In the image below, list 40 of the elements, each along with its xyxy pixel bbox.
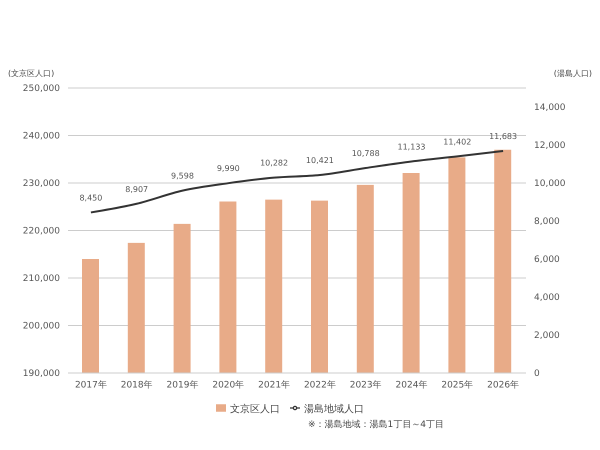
x-tick-label: 2024年 bbox=[396, 379, 428, 390]
text: ※：湯島地域：湯島1丁目～4丁目 bbox=[308, 418, 445, 431]
data-label: 10,788 bbox=[352, 149, 380, 158]
data-label: 11,683 bbox=[489, 132, 518, 142]
x-tick-label: 2020年 bbox=[212, 379, 244, 390]
data-label: 11,133 bbox=[398, 142, 426, 152]
data-label: 11,402 bbox=[443, 137, 472, 146]
x-tick-label: 2025年 bbox=[441, 379, 474, 390]
legend-label: 湯島地域人口 bbox=[304, 404, 364, 415]
y-tick-label: 250,000 bbox=[22, 84, 60, 94]
data-label: 9,990 bbox=[216, 164, 240, 174]
y2-axis-title: (湯島人口) bbox=[554, 68, 592, 79]
data-label: 8,450 bbox=[79, 193, 102, 202]
y2-tick-label: 14,000 bbox=[534, 103, 566, 114]
y2-tick-label: 10,000 bbox=[534, 179, 566, 190]
x-tick-label: 2021年 bbox=[258, 379, 290, 390]
y2-tick-label: 4,000 bbox=[534, 293, 560, 304]
x-tick-label: 2026年 bbox=[487, 379, 520, 390]
y2-tick-label: 12,000 bbox=[534, 141, 566, 152]
y2-tick-label: 0 bbox=[534, 369, 540, 380]
y-tick-label: 210,000 bbox=[22, 274, 60, 284]
data-label: 10,282 bbox=[260, 158, 288, 168]
y-tick-label: 230,000 bbox=[22, 179, 60, 190]
x-tick-label: 2017年 bbox=[74, 379, 107, 390]
legend-label: 文京区人口 bbox=[230, 404, 280, 415]
data-label: 9,598 bbox=[171, 172, 194, 181]
y-tick-label: 240,000 bbox=[22, 132, 60, 142]
data-label: 10,421 bbox=[306, 156, 334, 165]
x-tick-label: 2019年 bbox=[166, 379, 198, 390]
y-axis-title: (文京区人口) bbox=[8, 68, 54, 79]
y2-tick-label: 8,000 bbox=[534, 217, 560, 228]
y2-tick-label: 6,000 bbox=[534, 255, 560, 266]
y2-tick-label: 2,000 bbox=[534, 331, 560, 342]
x-tick-label: 2023年 bbox=[350, 379, 382, 390]
y-tick-label: 200,000 bbox=[22, 322, 60, 332]
y-tick-label: 190,000 bbox=[22, 369, 60, 380]
y-tick-label: 220,000 bbox=[22, 226, 60, 237]
x-tick-label: 2022年 bbox=[304, 379, 336, 390]
data-label: 8,907 bbox=[125, 184, 148, 194]
x-tick-label: 2018年 bbox=[120, 379, 153, 390]
